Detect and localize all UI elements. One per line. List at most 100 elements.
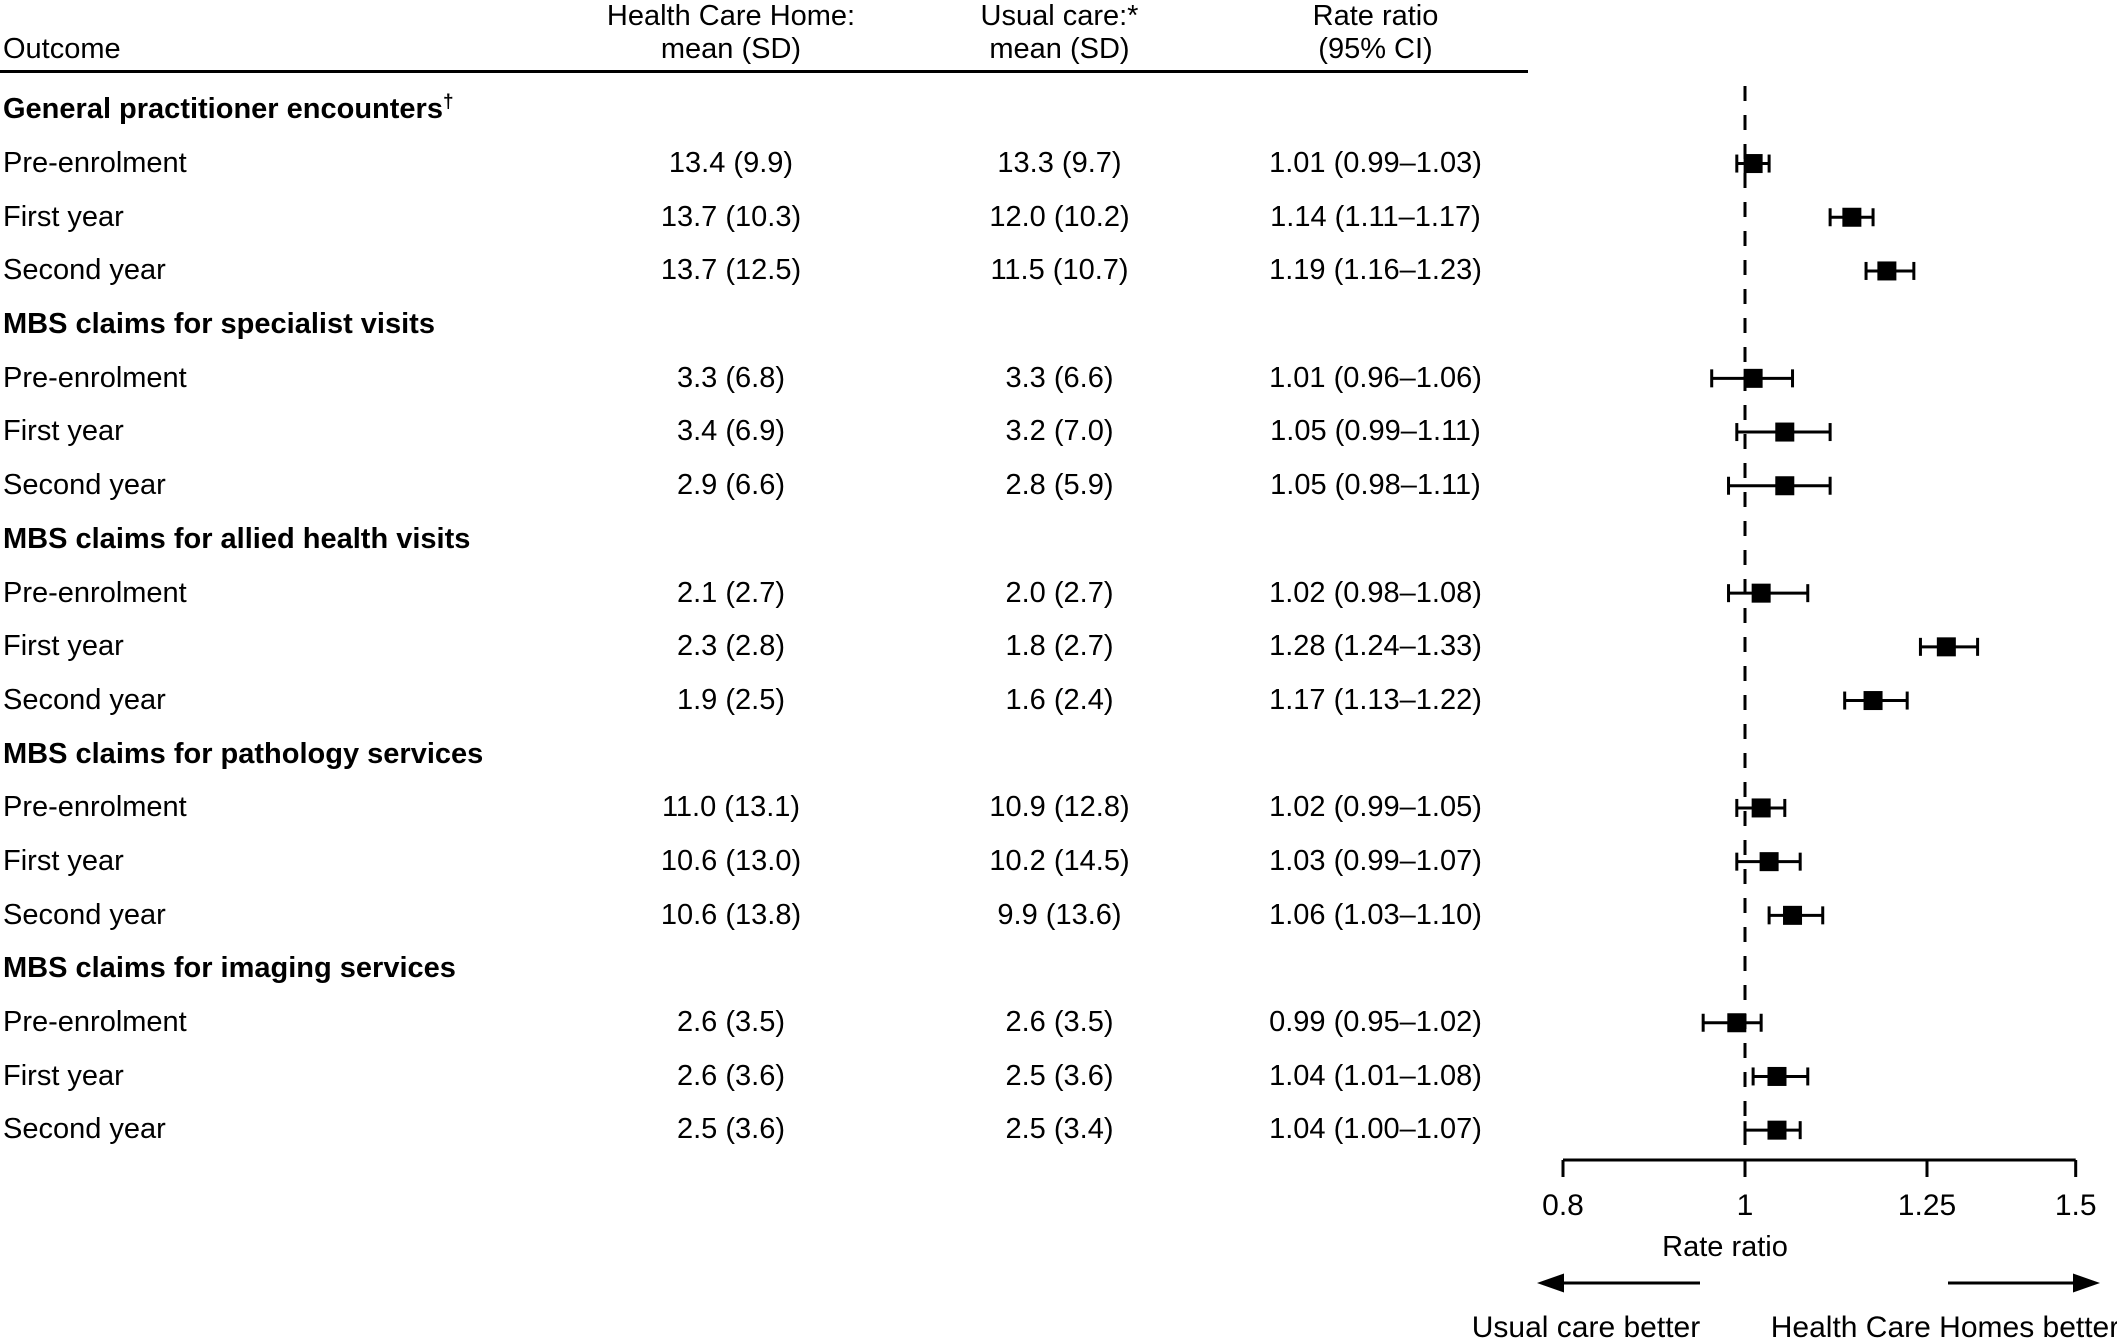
usual-mean-cell: 3.3 (6.6) xyxy=(1005,361,1114,394)
table-row: Pre-enrolment 2.1 (2.7) 2.0 (2.7) 1.02 (0.9… xyxy=(0,566,1528,620)
table-row: First year 2.3 (2.8) 1.8 (2.7) 1.28 (1.24–1… xyxy=(0,620,1528,674)
usual-mean-cell: 2.5 (3.4) xyxy=(1005,1113,1114,1146)
rate-ratio-cell: 1.05 (0.98–1.11) xyxy=(1270,469,1481,502)
column-header-outcome: Outcome xyxy=(3,33,121,66)
rate-ratio-cell: 1.14 (1.11–1.17) xyxy=(1270,200,1481,233)
table-row: First year 13.7 (10.3) 12.0 (10.2) 1.14 (1.… xyxy=(0,190,1528,244)
left-arrow-head-icon xyxy=(1537,1273,1564,1293)
hch-mean-cell: 13.7 (10.3) xyxy=(660,200,802,233)
group-heading-row: MBS claims for specialist visits xyxy=(0,298,1528,352)
group-heading-text: MBS claims for specialist visits xyxy=(3,308,435,341)
row-label: Second year xyxy=(3,683,166,716)
point-estimate-marker xyxy=(1767,1066,1787,1086)
rate-ratio-cell: 1.02 (0.99–1.05) xyxy=(1269,791,1482,824)
table-row: Pre-enrolment 3.3 (6.8) 3.3 (6.6) 1.01 (0.9… xyxy=(0,351,1528,405)
rate-ratio-cell: 1.28 (1.24–1.33) xyxy=(1269,630,1482,663)
group-heading-text: MBS claims for allied health visits xyxy=(3,522,471,555)
column-header-rate-ratio-line1: Rate ratio xyxy=(1312,0,1439,32)
x-axis-tick-label: 1.25 xyxy=(1898,1189,1956,1222)
point-estimate-marker xyxy=(1751,798,1771,818)
column-header-usual-care-line2: mean (SD) xyxy=(989,33,1130,66)
row-label: First year xyxy=(3,200,124,233)
hch-mean-cell: 11.0 (13.1) xyxy=(661,791,801,824)
column-header-usual-care-line1: Usual care:* xyxy=(980,0,1139,32)
usual-mean-cell: 2.5 (3.6) xyxy=(1005,1059,1114,1092)
row-label: Pre-enrolment xyxy=(3,791,187,824)
table-row: Pre-enrolment 2.6 (3.5) 2.6 (3.5) 0.99 (0.9… xyxy=(0,996,1528,1050)
row-label: Pre-enrolment xyxy=(3,361,187,394)
table-body: General practitioner encounters† Pre-enro… xyxy=(0,83,1528,1157)
row-label: First year xyxy=(3,844,124,877)
row-label: Pre-enrolment xyxy=(3,1006,187,1039)
point-estimate-marker xyxy=(1783,905,1803,925)
column-header-rate-ratio: Rate ratio (95% CI) xyxy=(1223,0,1528,74)
usual-mean-cell: 1.8 (2.7) xyxy=(1005,630,1114,663)
x-axis-tick-label: 0.8 xyxy=(1542,1189,1584,1222)
direction-label-left: Usual care better xyxy=(1472,1311,1700,1344)
table-row: First year 2.6 (3.6) 2.5 (3.6) 1.04 (1.01–1… xyxy=(0,1049,1528,1103)
point-estimate-marker xyxy=(1751,583,1771,603)
group-heading-row: MBS claims for allied health visits xyxy=(0,513,1528,567)
hch-mean-cell: 1.9 (2.5) xyxy=(677,683,785,716)
x-axis-tick-label: 1.5 xyxy=(2055,1189,2097,1222)
x-axis-tick-label: 1 xyxy=(1737,1189,1754,1222)
point-estimate-marker xyxy=(1767,1120,1787,1140)
table-row: First year 10.6 (13.0) 10.2 (14.5) 1.03 (0.… xyxy=(0,835,1528,889)
right-arrow-head-icon xyxy=(2073,1273,2100,1293)
table-row: Pre-enrolment 11.0 (13.1) 10.9 (12.8) 1.02 … xyxy=(0,781,1528,835)
hch-mean-cell: 2.6 (3.6) xyxy=(677,1059,785,1092)
row-label: Second year xyxy=(3,469,166,502)
point-estimate-marker xyxy=(1727,1013,1747,1033)
point-estimate-marker xyxy=(1759,852,1779,872)
hch-mean-cell: 3.4 (6.9) xyxy=(677,415,785,448)
usual-mean-cell: 9.9 (13.6) xyxy=(997,898,1122,931)
rate-ratio-cell: 1.04 (1.00–1.07) xyxy=(1269,1113,1482,1146)
group-heading-label: General practitioner encounters† xyxy=(0,93,566,126)
rate-ratio-cell: 1.17 (1.13–1.22) xyxy=(1269,683,1482,716)
rate-ratio-cell: 0.99 (0.95–1.02) xyxy=(1269,1006,1482,1039)
hch-mean-cell: 2.6 (3.5) xyxy=(677,1006,785,1039)
row-label: Pre-enrolment xyxy=(3,576,187,609)
row-label: Second year xyxy=(3,898,166,931)
group-heading-label: MBS claims for allied health visits xyxy=(0,523,566,556)
usual-mean-cell: 11.5 (10.7) xyxy=(990,254,1129,287)
usual-mean-cell: 2.0 (2.7) xyxy=(1005,576,1114,609)
column-header-rate-ratio-line2: (95% CI) xyxy=(1318,33,1433,66)
group-heading-text: MBS claims for imaging services xyxy=(3,952,456,985)
usual-mean-cell: 12.0 (10.2) xyxy=(989,200,1130,233)
table-row: Second year 10.6 (13.8) 9.9 (13.6) 1.06 (1.… xyxy=(0,888,1528,942)
column-header-hch-line2: mean (SD) xyxy=(660,33,802,66)
direction-label-right: Health Care Homes better xyxy=(1771,1311,2117,1344)
point-estimate-marker xyxy=(1936,637,1956,657)
group-heading-text: MBS claims for pathology services xyxy=(3,737,484,770)
x-axis-title: Rate ratio xyxy=(1662,1231,1788,1263)
row-label: First year xyxy=(3,415,124,448)
table-row: First year 3.4 (6.9) 3.2 (7.0) 1.05 (0.99–1… xyxy=(0,405,1528,459)
usual-mean-cell: 3.2 (7.0) xyxy=(1005,415,1114,448)
point-estimate-marker xyxy=(1775,476,1795,496)
point-estimate-marker xyxy=(1775,422,1795,442)
rate-ratio-cell: 1.02 (0.98–1.08) xyxy=(1269,576,1482,609)
group-heading-label: MBS claims for specialist visits xyxy=(0,308,566,341)
point-estimate-marker xyxy=(1863,691,1883,711)
column-header-hch-line1: Health Care Home: xyxy=(606,0,856,32)
table-header-row: Outcome Health Care Home: mean (SD) Usua… xyxy=(0,0,1528,73)
point-estimate-marker xyxy=(1842,207,1862,227)
rate-ratio-cell: 1.04 (1.01–1.08) xyxy=(1269,1059,1482,1092)
hch-mean-cell: 2.3 (2.8) xyxy=(677,630,785,663)
usual-mean-cell: 13.3 (9.7) xyxy=(997,147,1122,180)
group-heading-label: MBS claims for pathology services xyxy=(0,738,566,771)
hch-mean-cell: 3.3 (6.8) xyxy=(677,361,785,394)
row-label: Pre-enrolment xyxy=(3,147,187,180)
table-row: Second year 13.7 (12.5) 11.5 (10.7) 1.19 (1… xyxy=(0,244,1528,298)
row-label: First year xyxy=(3,630,124,663)
column-header-hch: Health Care Home: mean (SD) xyxy=(566,0,896,74)
row-label: Second year xyxy=(3,1113,166,1146)
usual-mean-cell: 10.2 (14.5) xyxy=(989,844,1130,877)
hch-mean-cell: 2.5 (3.6) xyxy=(677,1113,785,1146)
row-label: Second year xyxy=(3,254,166,287)
row-label: First year xyxy=(3,1059,124,1092)
hch-mean-cell: 10.6 (13.8) xyxy=(660,898,802,931)
